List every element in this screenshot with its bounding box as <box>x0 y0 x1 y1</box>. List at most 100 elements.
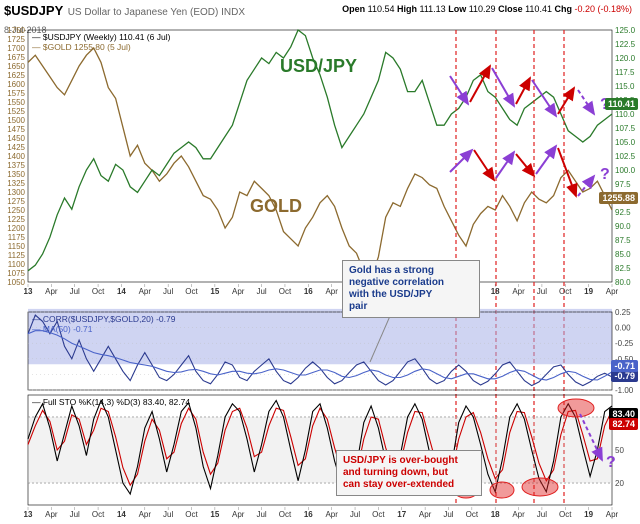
svg-text:Jul: Jul <box>256 287 266 296</box>
stochastic-callout: USD/JPY is over-bought and turning down,… <box>336 450 482 496</box>
svg-text:Jul: Jul <box>70 510 80 519</box>
svg-text:Jul: Jul <box>163 510 173 519</box>
svg-text:0.00: 0.00 <box>615 324 631 333</box>
svg-text:Apr: Apr <box>325 510 338 519</box>
svg-text:Apr: Apr <box>45 510 58 519</box>
svg-text:Apr: Apr <box>419 510 432 519</box>
svg-text:Jul: Jul <box>443 510 453 519</box>
svg-text:13: 13 <box>24 510 33 519</box>
usdjpy-value-tag: 110.41 <box>605 98 638 110</box>
svg-text:— $USDJPY (Weekly) 110.41 (6 J: — $USDJPY (Weekly) 110.41 (6 Jul) <box>32 32 171 42</box>
svg-text:14: 14 <box>117 510 126 519</box>
svg-text:1225: 1225 <box>7 215 25 224</box>
svg-text:1525: 1525 <box>7 107 25 116</box>
question-mark-gold: ? <box>600 166 610 184</box>
svg-text:82.5: 82.5 <box>615 264 631 273</box>
svg-text:87.5: 87.5 <box>615 236 631 245</box>
svg-text:1650: 1650 <box>7 62 25 71</box>
svg-text:Oct: Oct <box>559 287 572 296</box>
svg-text:Apr: Apr <box>139 510 152 519</box>
svg-text:80.0: 80.0 <box>615 278 631 287</box>
svg-text:Oct: Oct <box>279 510 292 519</box>
svg-text:Oct: Oct <box>92 287 105 296</box>
svg-text:1125: 1125 <box>8 251 26 260</box>
svg-text:1175: 1175 <box>8 233 26 242</box>
svg-text:— MA(50) -0.71: — MA(50) -0.71 <box>32 324 93 334</box>
svg-text:13: 13 <box>24 287 33 296</box>
svg-text:Oct: Oct <box>372 510 385 519</box>
svg-text:14: 14 <box>117 287 126 296</box>
svg-text:90.0: 90.0 <box>615 222 631 231</box>
svg-text:1350: 1350 <box>7 170 25 179</box>
svg-text:1750: 1750 <box>7 26 25 35</box>
svg-text:Jul: Jul <box>70 287 80 296</box>
svg-text:1725: 1725 <box>7 35 25 44</box>
financial-chart: $USDJPY US Dollar to Japanese Yen (EOD) … <box>0 0 640 524</box>
svg-text:— $GOLD 1255.80 (5 Jul): — $GOLD 1255.80 (5 Jul) <box>32 42 131 52</box>
svg-text:16: 16 <box>304 510 313 519</box>
svg-text:1550: 1550 <box>7 98 25 107</box>
svg-text:Apr: Apr <box>45 287 58 296</box>
svg-text:Apr: Apr <box>232 510 245 519</box>
svg-text:120.0: 120.0 <box>615 54 636 63</box>
svg-text:1450: 1450 <box>7 134 25 143</box>
svg-text:1050: 1050 <box>7 278 25 287</box>
svg-text:107.5: 107.5 <box>615 124 636 133</box>
svg-text:Oct: Oct <box>466 510 479 519</box>
svg-text:1150: 1150 <box>8 242 26 251</box>
svg-text:1600: 1600 <box>7 80 25 89</box>
svg-text:Oct: Oct <box>92 510 105 519</box>
svg-text:0.25: 0.25 <box>615 308 631 317</box>
svg-text:Jul: Jul <box>537 510 547 519</box>
svg-text:110.0: 110.0 <box>615 110 635 119</box>
ma-value-tag: -0.71 <box>611 360 638 372</box>
svg-text:Oct: Oct <box>185 287 198 296</box>
svg-text:-0.25: -0.25 <box>615 339 634 348</box>
gold-label: GOLD <box>250 196 302 217</box>
svg-text:Jul: Jul <box>163 287 173 296</box>
svg-text:Oct: Oct <box>559 510 572 519</box>
svg-text:92.5: 92.5 <box>615 208 631 217</box>
svg-text:1275: 1275 <box>7 197 25 206</box>
svg-text:17: 17 <box>397 510 406 519</box>
svg-text:1325: 1325 <box>7 179 25 188</box>
svg-text:— CORR($USDJPY,$GOLD,20) -0.79: — CORR($USDJPY,$GOLD,20) -0.79 <box>32 314 176 324</box>
svg-text:Apr: Apr <box>606 287 619 296</box>
svg-text:Apr: Apr <box>232 287 245 296</box>
svg-text:20: 20 <box>615 479 624 488</box>
d-value-tag: 82.74 <box>609 418 638 430</box>
svg-text:125.0: 125.0 <box>615 26 636 35</box>
svg-text:19: 19 <box>584 287 593 296</box>
svg-text:15: 15 <box>210 287 219 296</box>
svg-text:1700: 1700 <box>7 44 25 53</box>
svg-text:1200: 1200 <box>7 224 25 233</box>
svg-text:Apr: Apr <box>512 287 525 296</box>
svg-text:122.5: 122.5 <box>615 40 636 49</box>
svg-text:97.5: 97.5 <box>615 180 631 189</box>
svg-text:Oct: Oct <box>185 510 198 519</box>
svg-text:85.0: 85.0 <box>615 250 631 259</box>
svg-text:19: 19 <box>584 510 593 519</box>
svg-text:Jul: Jul <box>350 510 360 519</box>
svg-text:1475: 1475 <box>7 125 25 134</box>
svg-text:1400: 1400 <box>7 152 25 161</box>
gold-value-tag: 1255.88 <box>599 192 638 204</box>
svg-text:100.0: 100.0 <box>615 166 636 175</box>
svg-text:Jul: Jul <box>537 287 547 296</box>
svg-text:115.0: 115.0 <box>615 82 635 91</box>
svg-text:1375: 1375 <box>7 161 25 170</box>
question-mark-stoch: ? <box>606 454 616 472</box>
svg-text:1675: 1675 <box>7 53 25 62</box>
svg-text:Apr: Apr <box>606 510 619 519</box>
svg-text:1500: 1500 <box>7 116 25 125</box>
svg-text:16: 16 <box>304 287 313 296</box>
svg-text:— Full STO %K(14,3) %D(3) 83.4: — Full STO %K(14,3) %D(3) 83.40, 82.74 <box>32 397 190 407</box>
chart-svg: 1050107511001125115011751200122512501275… <box>0 0 640 524</box>
svg-text:Apr: Apr <box>139 287 152 296</box>
correlation-callout: Gold has a strong negative correlation w… <box>342 260 480 318</box>
svg-text:1425: 1425 <box>7 143 25 152</box>
usdjpy-label: USD/JPY <box>280 56 357 77</box>
svg-text:1100: 1100 <box>8 260 26 269</box>
svg-text:50: 50 <box>615 446 624 455</box>
svg-text:1300: 1300 <box>7 188 25 197</box>
